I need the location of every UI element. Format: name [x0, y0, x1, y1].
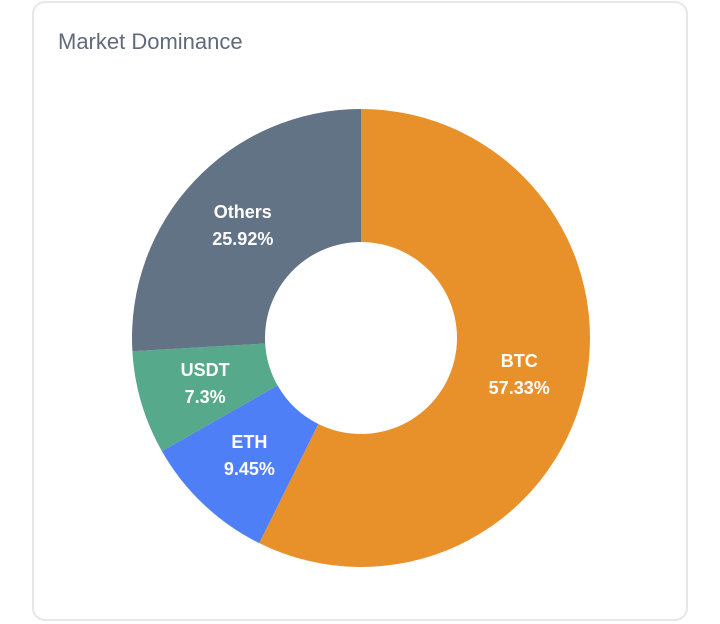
donut — [132, 109, 590, 567]
slice-label: BTC — [501, 351, 538, 371]
slice-value-label: 57.33% — [489, 378, 550, 398]
slice-value-label: 25.92% — [212, 229, 273, 249]
donut-slice — [259, 109, 590, 567]
chart-title: Market Dominance — [58, 29, 243, 54]
slice-value-label: 7.3% — [185, 387, 226, 407]
donut-slice — [161, 385, 319, 544]
slice-label: USDT — [181, 360, 230, 380]
donut-slice — [132, 343, 278, 452]
slice-value-label: 9.45% — [224, 459, 275, 479]
slice-label: ETH — [231, 432, 267, 452]
slice-label: Others — [214, 202, 272, 222]
donut-slice — [132, 109, 361, 352]
